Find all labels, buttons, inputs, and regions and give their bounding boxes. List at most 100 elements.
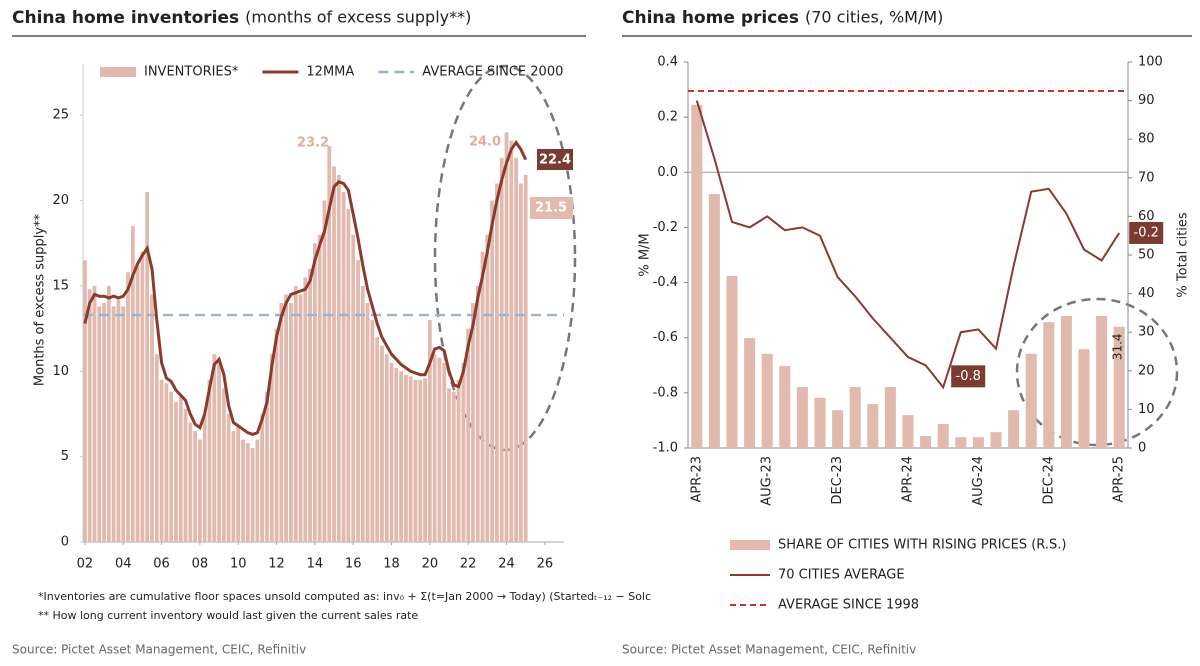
bar <box>245 442 250 542</box>
bar <box>1078 349 1090 448</box>
chart-title: China home prices <box>622 8 799 28</box>
y2-tick-label: 30 <box>1138 325 1155 340</box>
bar <box>972 437 984 448</box>
bar <box>691 104 703 448</box>
bar <box>265 391 269 542</box>
bar <box>456 379 461 542</box>
bar <box>221 388 226 542</box>
y2-tick-label: 20 <box>1138 363 1155 378</box>
y-axis-label: Months of excess supply** <box>33 213 48 386</box>
y-tick-label: 25 <box>52 108 69 123</box>
bar <box>849 387 861 448</box>
bar <box>867 403 879 448</box>
bar <box>726 275 738 448</box>
chart-subtitle: (70 cities, %M/M) <box>805 8 943 27</box>
y-tick-label: 0 <box>61 535 69 550</box>
bar <box>274 328 279 542</box>
bar <box>832 410 844 448</box>
bar <box>351 234 356 542</box>
bar <box>514 157 518 542</box>
value-label-box <box>951 365 986 388</box>
source: Source: Pictet Asset Management, CEIC, R… <box>12 643 306 657</box>
legend-label: AVERAGE SINCE 1998 <box>778 598 919 613</box>
bar <box>1060 315 1072 448</box>
x-tick-label: 06 <box>153 557 170 572</box>
bar <box>796 387 808 448</box>
x-tick-label: AUG-23 <box>760 456 775 506</box>
bar <box>327 145 332 542</box>
footnote: *Inventories are cumulative floor spaces… <box>38 590 651 603</box>
bar <box>231 431 236 542</box>
footnote: ** How long current inventory would last… <box>38 609 418 622</box>
y-tick-label: -0.4 <box>653 275 678 290</box>
bar <box>442 362 447 542</box>
bar <box>83 260 87 542</box>
y2-tick-label: 60 <box>1138 209 1155 224</box>
bar <box>164 383 169 542</box>
legend-label: INVENTORIES* <box>144 65 239 80</box>
legend-swatch <box>100 67 136 77</box>
y2-tick-label: 90 <box>1138 93 1155 108</box>
source: Source: Pictet Asset Management, CEIC, R… <box>622 643 916 657</box>
bar <box>293 285 298 542</box>
bar <box>250 448 255 542</box>
bar <box>499 157 504 542</box>
bar <box>990 432 1002 448</box>
bar <box>298 294 303 542</box>
bar <box>389 362 394 542</box>
y-tick-label: 0.2 <box>657 110 678 125</box>
y2-tick-label: 0 <box>1138 441 1146 456</box>
bar <box>289 303 293 542</box>
bar <box>197 439 202 542</box>
bar <box>174 402 178 542</box>
bar <box>523 174 528 542</box>
bar <box>461 362 466 542</box>
bar <box>937 424 949 448</box>
bar <box>360 285 365 542</box>
bar <box>370 320 375 542</box>
y2-tick-label: 50 <box>1138 248 1155 263</box>
x-tick-label: 14 <box>307 557 324 572</box>
bar <box>1025 353 1037 448</box>
bar <box>217 362 221 542</box>
bar <box>380 345 384 542</box>
annotation: 24.0 <box>469 135 501 150</box>
x-tick-label: AUG-24 <box>971 456 986 506</box>
bar <box>432 354 437 542</box>
y2-tick-label: 10 <box>1138 402 1155 417</box>
annotation: 21.5 <box>535 201 567 216</box>
bar <box>814 397 826 448</box>
chart-subtitle: (months of excess supply**) <box>245 8 471 27</box>
bar <box>336 174 341 542</box>
annotation-box <box>530 197 573 219</box>
legend-label: 70 CITIES AVERAGE <box>778 568 905 583</box>
bar <box>955 437 967 448</box>
bar <box>322 200 327 543</box>
y2-tick-label: 100 <box>1138 55 1163 70</box>
bar <box>480 251 485 543</box>
bar <box>92 285 97 542</box>
x-tick-label: 16 <box>345 557 362 572</box>
y-tick-label: 10 <box>52 364 69 379</box>
y-tick-label: -0.6 <box>653 330 678 345</box>
bar <box>269 354 274 542</box>
x-tick-label: 22 <box>460 557 477 572</box>
bar <box>1043 322 1055 448</box>
y-tick-label: -0.2 <box>653 220 678 235</box>
bar <box>106 285 111 542</box>
x-tick-label: 20 <box>422 557 439 572</box>
bar <box>121 306 126 542</box>
legend-swatch <box>730 540 770 550</box>
bar <box>375 337 380 542</box>
bar <box>207 379 212 542</box>
bar <box>126 272 130 542</box>
y2-tick-label: 70 <box>1138 170 1155 185</box>
bar <box>260 413 265 542</box>
bar <box>87 289 92 542</box>
bar <box>394 367 399 542</box>
legend-label: SHARE OF CITIES WITH RISING PRICES (R.S.… <box>778 538 1066 553</box>
bar <box>188 422 193 542</box>
bar <box>346 209 351 542</box>
bar <box>466 328 471 542</box>
bar <box>303 277 308 542</box>
